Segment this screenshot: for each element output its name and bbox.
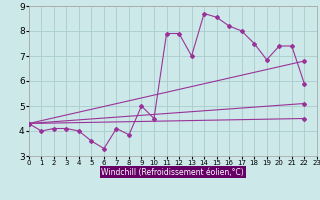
X-axis label: Windchill (Refroidissement éolien,°C): Windchill (Refroidissement éolien,°C): [101, 168, 244, 177]
